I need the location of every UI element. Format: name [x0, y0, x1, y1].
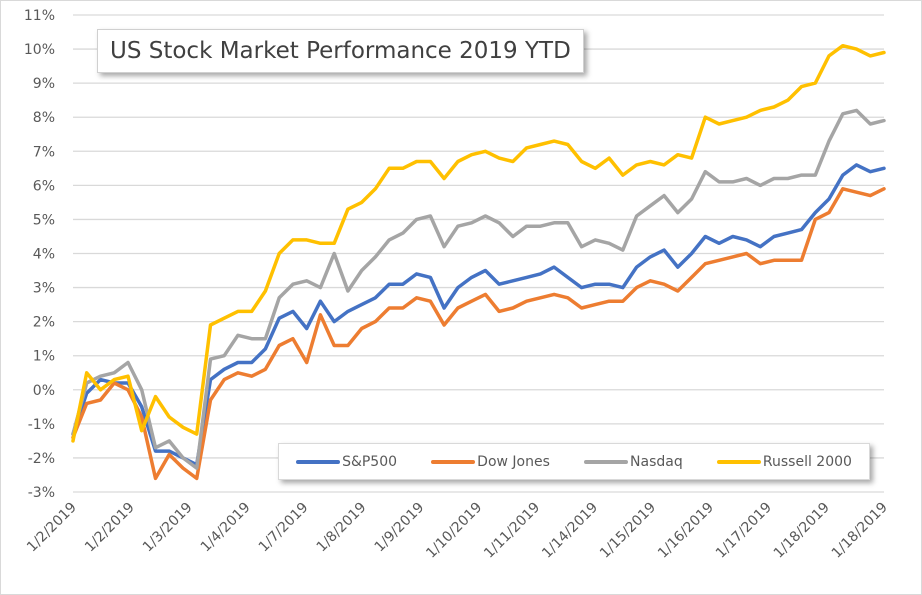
y-tick-label: 8% [33, 110, 55, 126]
y-tick-label: 10% [24, 42, 55, 58]
legend: S&P500 Dow Jones Nasdaq Russell 2000 [278, 443, 870, 480]
y-tick-label: -1% [28, 417, 55, 433]
x-tick-label: 1/2/2019 [24, 500, 80, 556]
gridlines [73, 14, 884, 493]
x-tick-label: 1/14/2019 [539, 500, 601, 562]
x-tick-label: 1/4/2019 [198, 500, 254, 556]
y-tick-label: 9% [33, 76, 55, 92]
y-tick-label: 6% [33, 178, 55, 194]
legend-swatch [296, 459, 341, 464]
x-tick-label: 1/15/2019 [597, 500, 659, 562]
series-line-nasdaq [71, 108, 886, 470]
series-line-dow-jones [71, 187, 886, 481]
chart-title: US Stock Market Performance 2019 YTD [97, 29, 584, 73]
x-tick-label: 1/11/2019 [481, 500, 543, 562]
y-tick-label: 4% [33, 247, 55, 263]
y-tick-label: 1% [33, 349, 55, 365]
legend-item-sp500: S&P500 [296, 454, 397, 470]
x-tick-label: 1/17/2019 [713, 500, 775, 562]
x-tick-label: 1/10/2019 [423, 500, 485, 562]
y-tick-label: 5% [33, 212, 55, 228]
x-tick-label: 1/9/2019 [372, 500, 428, 556]
x-tick-label: 1/2/2019 [82, 500, 138, 556]
series-lines [71, 43, 886, 481]
legend-label: S&P500 [342, 453, 398, 470]
y-tick-label: -3% [28, 485, 55, 501]
x-tick-label: 1/16/2019 [655, 500, 717, 562]
legend-swatch [584, 459, 629, 464]
x-tick-label: 1/8/2019 [314, 500, 370, 556]
legend-item-dow-jones: Dow Jones [431, 454, 550, 470]
series-line-russell-2000 [71, 43, 886, 443]
legend-label: Dow Jones [477, 453, 550, 470]
y-tick-label: 0% [33, 383, 55, 399]
x-tick-label: 1/7/2019 [256, 500, 312, 556]
y-tick-label: -2% [28, 451, 55, 467]
y-tick-label: 2% [33, 315, 55, 331]
y-tick-label: 7% [33, 144, 55, 160]
legend-swatch [431, 459, 476, 464]
x-tick-label: 1/3/2019 [140, 500, 196, 556]
series-line-s-p500 [71, 163, 886, 467]
legend-label: Russell 2000 [762, 453, 852, 470]
x-tick-label: 1/18/2019 [771, 500, 833, 562]
legend-item-nasdaq: Nasdaq [584, 454, 683, 470]
x-axis-tick-labels: 1/2/2019 1/2/2019 1/3/2019 1/4/2019 1/7/2019… [24, 500, 891, 562]
x-tick-label: 1/18/2019 [829, 500, 891, 562]
y-tick-label: 3% [33, 281, 55, 297]
legend-swatch [716, 459, 761, 464]
y-tick-label: 11% [24, 8, 55, 24]
legend-label: Nasdaq [630, 453, 683, 470]
y-axis-tick-labels: -3% -2% -1% 0% 1% 2% 3% 4% 5% 6% 7% 8% 9% 10% 11% [24, 8, 55, 501]
legend-item-russell-2000: Russell 2000 [716, 453, 852, 470]
